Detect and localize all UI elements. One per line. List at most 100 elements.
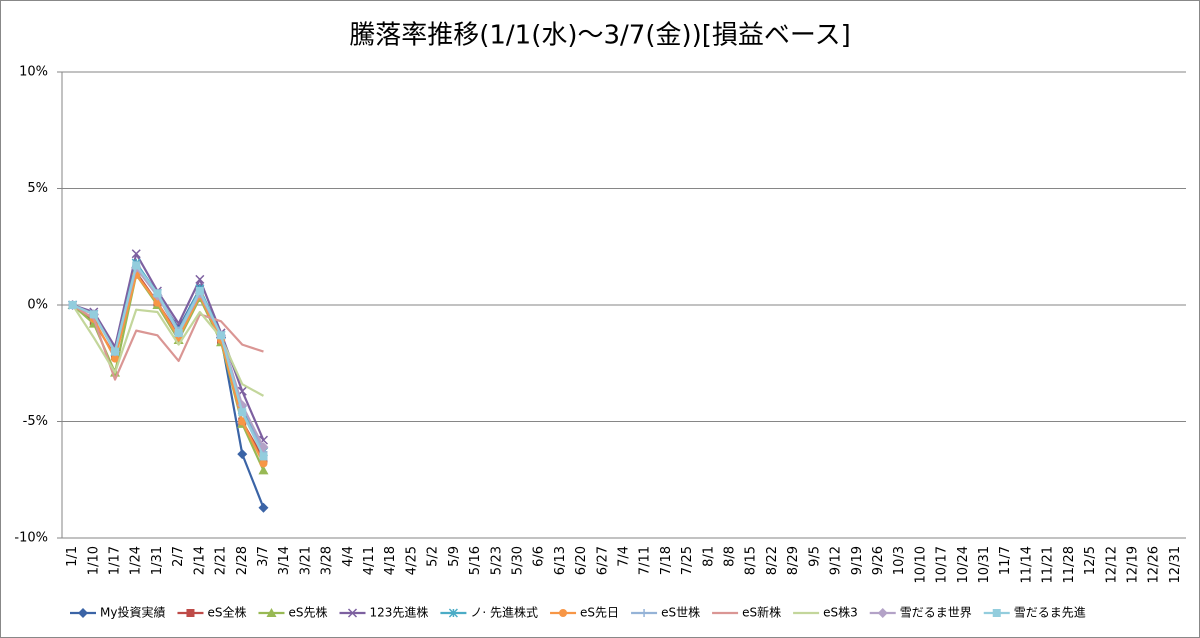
series-line bbox=[72, 264, 265, 457]
marker bbox=[259, 459, 268, 468]
series-line bbox=[71, 304, 264, 381]
x-tick-label: 4/4 bbox=[341, 546, 356, 567]
marker bbox=[131, 249, 141, 259]
legend-label: eS世株 bbox=[661, 605, 700, 620]
x-tick-label: 4/11 bbox=[362, 546, 377, 575]
x-tick-label: 9/5 bbox=[807, 546, 822, 567]
y-tick-label: 5% bbox=[27, 181, 48, 196]
y-tick-label: 0% bbox=[27, 298, 48, 313]
legend-item: 雪だるま世界 bbox=[869, 606, 972, 620]
x-tick-label: 3/14 bbox=[277, 546, 292, 575]
x-tick-label: 8/22 bbox=[765, 546, 780, 575]
marker bbox=[237, 449, 248, 460]
y-tick-label: -5% bbox=[23, 414, 48, 429]
legend-item: ノ· 先進株式 bbox=[440, 605, 538, 620]
marker bbox=[186, 609, 195, 617]
marker bbox=[258, 465, 269, 475]
legend-item: eS新株 bbox=[712, 605, 781, 620]
chart-title: 騰落率推移(1/1(水)～3/7(金))[損益ベース] bbox=[349, 21, 851, 51]
legend-label: eS株3 bbox=[823, 605, 858, 620]
x-tick-label: 10/17 bbox=[935, 546, 950, 583]
x-tick-label: 7/25 bbox=[680, 546, 695, 575]
x-tick-label: 4/25 bbox=[404, 546, 419, 575]
x-tick-label: 2/7 bbox=[171, 546, 186, 567]
legend-label: My投資実績 bbox=[100, 605, 165, 620]
legend-item: eS株3 bbox=[793, 605, 858, 620]
marker bbox=[89, 310, 98, 319]
marker bbox=[259, 452, 268, 461]
marker bbox=[992, 609, 1001, 617]
marker bbox=[448, 608, 458, 618]
x-tick-label: 9/19 bbox=[850, 546, 865, 575]
x-tick-label: 7/18 bbox=[659, 546, 674, 575]
x-tick-label: 11/28 bbox=[1062, 546, 1077, 583]
series-line bbox=[71, 304, 265, 397]
legend-item: eS全株 bbox=[177, 605, 246, 620]
marker bbox=[347, 608, 358, 618]
x-tick-label: 9/26 bbox=[871, 546, 886, 575]
x-tick-label: 12/19 bbox=[1125, 546, 1140, 583]
y-tick-label: -10% bbox=[14, 531, 48, 546]
x-tick-label: 7/4 bbox=[617, 546, 632, 567]
legend-label: ノ· 先進株式 bbox=[470, 605, 538, 620]
x-tick-label: 12/12 bbox=[1104, 546, 1119, 583]
marker bbox=[877, 608, 888, 618]
x-tick-label: 10/3 bbox=[892, 546, 907, 575]
x-tick-label: 11/14 bbox=[1019, 546, 1034, 583]
marker bbox=[78, 608, 88, 618]
legend-label: eS先株 bbox=[288, 605, 327, 620]
x-tick-label: 6/6 bbox=[532, 546, 547, 567]
marker bbox=[111, 347, 120, 356]
marker bbox=[111, 354, 120, 363]
marker bbox=[640, 609, 649, 617]
legend-label: 雪だるま先進 bbox=[1014, 606, 1086, 620]
x-tick-label: 5/30 bbox=[510, 546, 525, 575]
x-tick-label: 5/23 bbox=[489, 546, 504, 575]
marker bbox=[195, 274, 205, 284]
marker bbox=[217, 331, 226, 340]
x-tick-label: 3/28 bbox=[320, 546, 335, 575]
x-tick-label: 1/17 bbox=[108, 546, 123, 575]
marker bbox=[258, 502, 269, 513]
legend-label: 雪だるま世界 bbox=[900, 606, 972, 620]
y-tick-label: 10% bbox=[19, 65, 48, 80]
x-tick-label: 10/31 bbox=[977, 546, 992, 583]
x-tick-label: 11/7 bbox=[998, 546, 1013, 575]
x-tick-label: 2/21 bbox=[214, 546, 229, 575]
x-tick-label: 9/12 bbox=[829, 546, 844, 575]
x-tick-label: 2/28 bbox=[235, 546, 250, 575]
x-tick-label: 1/10 bbox=[86, 546, 101, 575]
x-tick-label: 5/2 bbox=[426, 546, 441, 567]
marker bbox=[68, 301, 77, 309]
x-tick-label: 1/1 bbox=[65, 546, 80, 567]
legend-label: eS先日 bbox=[580, 606, 619, 620]
x-tick-label: 6/13 bbox=[553, 546, 568, 575]
series-line bbox=[71, 273, 265, 464]
marker bbox=[559, 609, 568, 617]
x-tick-label: 5/9 bbox=[447, 546, 462, 567]
x-tick-label: 10/10 bbox=[913, 546, 928, 583]
legend-item: eS先日 bbox=[550, 606, 619, 620]
legend-label: eS全株 bbox=[207, 605, 246, 620]
x-tick-label: 6/27 bbox=[595, 546, 610, 575]
legend-item: My投資実績 bbox=[70, 605, 165, 620]
x-tick-label: 2/14 bbox=[192, 546, 207, 575]
legend-label: 123先進株 bbox=[370, 605, 429, 620]
x-tick-label: 8/1 bbox=[701, 546, 716, 567]
marker bbox=[266, 608, 277, 617]
x-tick-label: 8/29 bbox=[786, 546, 801, 575]
legend-item: eS世株 bbox=[631, 605, 700, 620]
x-tick-label: 1/31 bbox=[150, 546, 165, 575]
legend-item: 123先進株 bbox=[339, 605, 429, 620]
x-tick-label: 7/11 bbox=[638, 546, 653, 575]
legend-item: eS先株 bbox=[258, 605, 328, 620]
marker bbox=[238, 417, 247, 426]
x-tick-label: 3/21 bbox=[298, 546, 313, 575]
x-tick-label: 4/18 bbox=[383, 546, 398, 575]
x-tick-label: 6/20 bbox=[574, 546, 589, 575]
marker bbox=[132, 261, 141, 270]
marker bbox=[195, 287, 204, 296]
